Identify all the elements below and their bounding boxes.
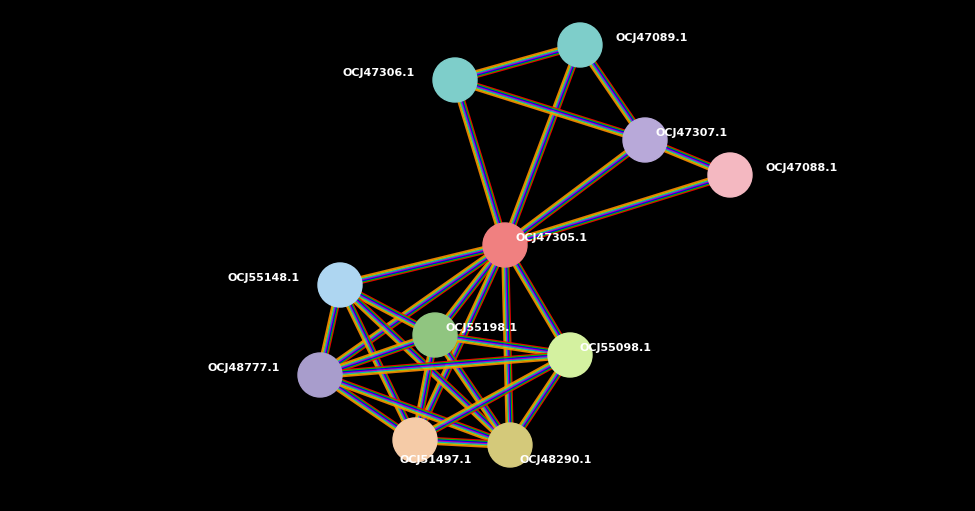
Circle shape — [488, 423, 532, 467]
Text: OCJ55198.1: OCJ55198.1 — [445, 323, 517, 333]
Text: OCJ47307.1: OCJ47307.1 — [655, 128, 727, 138]
Text: OCJ47088.1: OCJ47088.1 — [765, 163, 838, 173]
Circle shape — [413, 313, 457, 357]
Text: OCJ47305.1: OCJ47305.1 — [515, 233, 587, 243]
Circle shape — [318, 263, 362, 307]
Text: OCJ47089.1: OCJ47089.1 — [615, 33, 687, 43]
Circle shape — [548, 333, 592, 377]
Circle shape — [393, 418, 437, 462]
Text: OCJ55148.1: OCJ55148.1 — [228, 273, 300, 283]
Text: OCJ47306.1: OCJ47306.1 — [343, 68, 415, 78]
Text: OCJ48290.1: OCJ48290.1 — [520, 455, 593, 465]
Circle shape — [483, 223, 527, 267]
Text: OCJ51497.1: OCJ51497.1 — [400, 455, 472, 465]
Text: OCJ48777.1: OCJ48777.1 — [208, 363, 280, 373]
Circle shape — [708, 153, 752, 197]
Circle shape — [433, 58, 477, 102]
Circle shape — [623, 118, 667, 162]
Circle shape — [298, 353, 342, 397]
Text: OCJ55098.1: OCJ55098.1 — [580, 343, 652, 353]
Circle shape — [558, 23, 602, 67]
